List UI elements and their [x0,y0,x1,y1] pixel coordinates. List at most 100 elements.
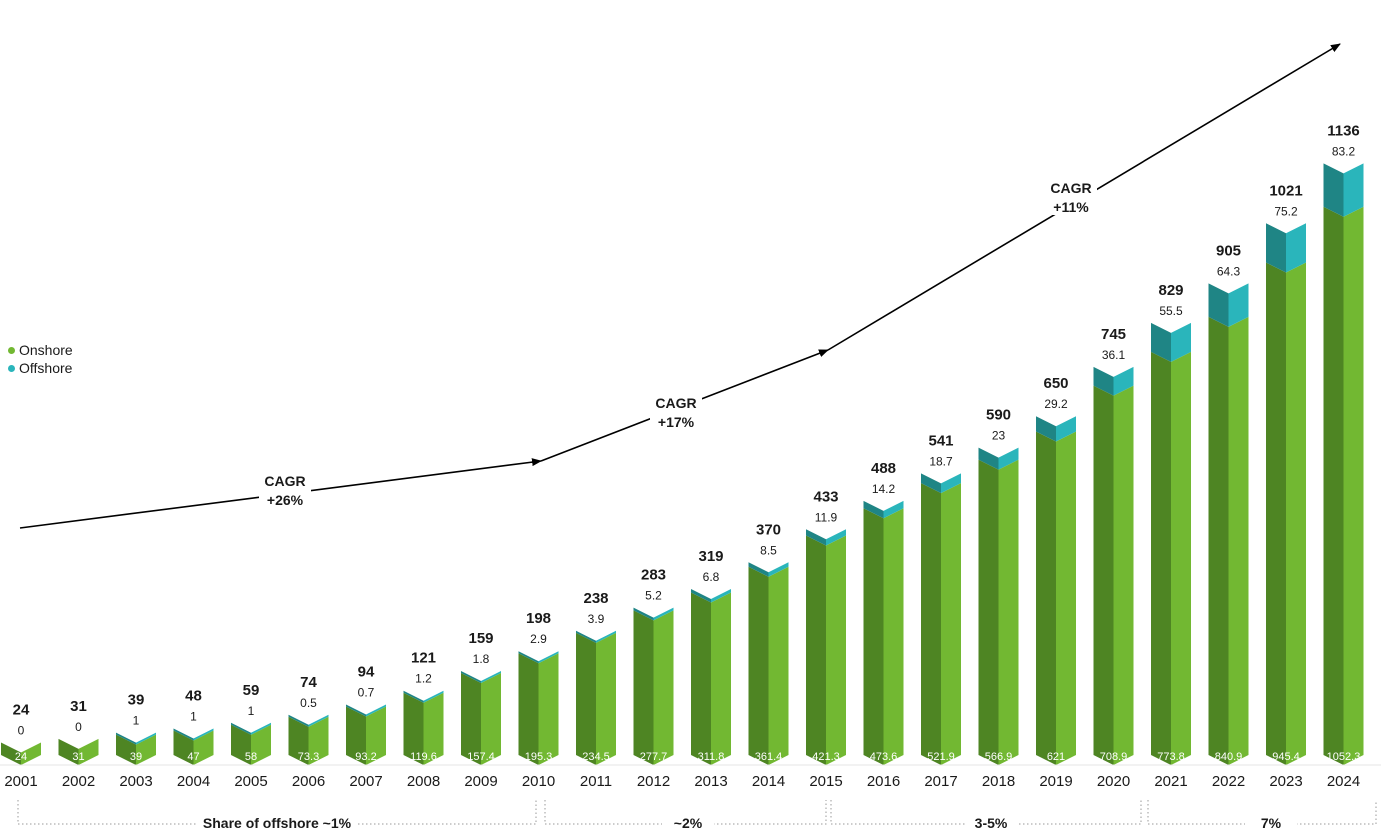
total-value-label: 238 [583,590,608,607]
offshore-value-label: 6.8 [703,570,720,584]
offshore-value-label: 1 [190,710,197,724]
onshore-value-label: 840.9 [1215,751,1243,763]
offshore-bar-side [1266,223,1286,273]
onshore-value-label: 773.8 [1157,751,1185,763]
x-tick-label: 2011 [580,773,612,790]
bar-2012 [633,607,674,765]
x-tick-label: 2015 [809,773,842,790]
offshore-bar-side [231,722,251,735]
total-value-label: 590 [986,407,1011,424]
x-tick-label: 2013 [694,773,727,790]
offshore-bar-front [826,529,846,546]
onshore-value-label: 708.9 [1100,751,1128,763]
onshore-bar-side [863,508,884,765]
total-value-label: 1136 [1327,122,1360,139]
x-tick-label: 2023 [1269,773,1302,790]
offshore-value-label: 0 [75,720,82,734]
onshore-bar-front [423,692,444,765]
x-tick-label: 2022 [1212,773,1245,790]
total-value-label: 31 [70,698,87,715]
share-label-bg [1245,812,1297,832]
total-value-label: 1021 [1269,182,1302,199]
offshore-bar-side [806,529,826,546]
cagr-label-value: +17% [658,414,695,430]
x-tick-label: 2014 [752,773,785,790]
offshore-bar-side [403,690,424,703]
bar-2023 [1266,223,1306,765]
onshore-value-label: 58 [245,751,257,763]
x-tick-label: 2012 [637,773,670,790]
total-value-label: 319 [698,548,723,565]
onshore-value-label: 621 [1047,751,1065,763]
offshore-value-label: 1 [133,714,140,728]
onshore-value-label: 421.3 [812,751,840,763]
bar-2003 [116,732,156,765]
cagr-label-bg [259,470,311,508]
onshore-value-label: 31 [72,751,84,763]
offshore-value-label: 3.9 [588,612,605,626]
offshore-value-label: 5.2 [645,589,662,603]
x-tick-label: 2006 [292,773,325,790]
onshore-bar-side [1208,316,1229,765]
bar-2002 [58,738,99,765]
offshore-bar-front [998,447,1019,470]
onshore-bar-side [1,742,21,765]
cagr-label-title: CAGR [655,395,696,411]
offshore-value-label: 8.5 [760,543,777,557]
cagr-arrows: CAGR +26% CAGR +17% CAGR +11% [19,43,1341,529]
bar-2018 [978,447,1019,765]
offshore-bar-side [748,562,769,577]
onshore-bar-front [998,459,1019,765]
offshore-bar-front [941,473,961,494]
onshore-value-label: 47 [187,751,199,763]
total-value-label: 39 [128,692,145,709]
offshore-bar-front [653,607,674,621]
offshore-value-label: 0.7 [358,685,375,699]
offshore-bar-front [308,714,329,727]
offshore-value-label: 36.1 [1102,348,1126,362]
offshore-bar-front [366,704,386,717]
onshore-value-label: 277.7 [640,751,668,763]
onshore-bar-side [1151,351,1171,765]
share-bracket-2: ~2% [544,800,827,832]
onshore-bar-side [921,483,941,765]
total-value-label: 24 [13,701,30,718]
offshore-bar-side [1036,416,1056,442]
bar-2022 [1208,283,1249,765]
onshore-bar-front [596,632,616,765]
onshore-value-label: 195.3 [525,751,553,763]
onshore-bar-side [173,730,194,765]
onshore-value-label: 945.4 [1272,751,1300,763]
offshore-value-label: 1.2 [415,672,432,686]
total-value-label: 433 [813,488,838,505]
onshore-bar-side [116,734,136,765]
bar-2016 [863,500,904,765]
total-value-label: 283 [641,567,666,584]
onshore-value-label: 73.3 [298,751,319,763]
offshore-bar-side [863,500,884,519]
x-tick-label: 2018 [982,773,1015,790]
onshore-bar-front [1171,351,1191,765]
bars-group [1,163,1364,765]
offshore-value-label: 1 [248,704,255,718]
x-tick-label: 2008 [407,773,440,790]
offshore-bar-side [346,704,366,717]
onshore-bar-front [481,672,501,765]
offshore-bar-front [193,728,214,741]
onshore-bar-side [806,535,826,765]
offshore-value-label: 55.5 [1159,304,1183,318]
total-value-label: 370 [756,521,781,538]
offshore-bar-side [633,607,654,621]
offshore-bar-front [481,670,501,683]
onshore-value-label: 361.4 [755,751,783,763]
offshore-bar-front [596,630,616,643]
offshore-bar-front [538,651,559,664]
onshore-bar-front [21,742,41,765]
x-tick-label: 2019 [1039,773,1072,790]
offshore-value-label: 75.2 [1274,204,1298,218]
bar-2019 [1036,416,1076,765]
offshore-bar-front [768,562,789,577]
offshore-bar-front [1171,322,1191,362]
onshore-bar-side [1093,385,1114,765]
onshore-bar-side [518,653,539,765]
